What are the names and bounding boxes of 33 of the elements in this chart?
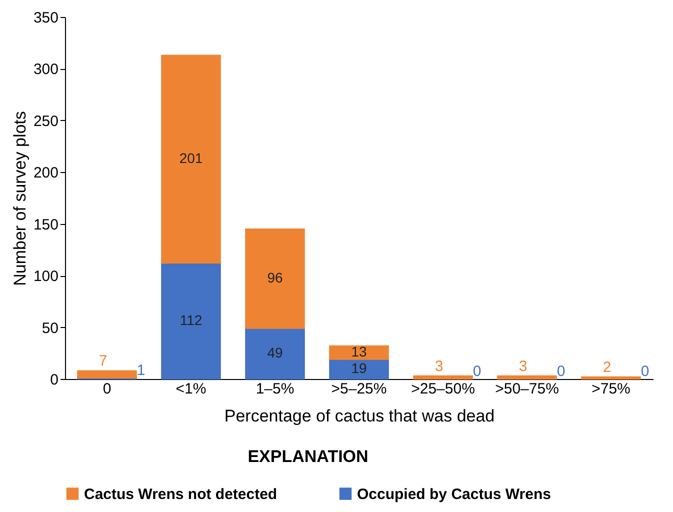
x-tick-label: <1% — [176, 380, 206, 398]
data-label: 96 — [267, 270, 283, 286]
y-tick-label: 200 — [33, 164, 58, 182]
data-label: 1 — [136, 362, 146, 379]
data-label: 13 — [351, 344, 367, 360]
y-tick-label: 50 — [42, 320, 58, 337]
x-tick-label: >75% — [592, 380, 630, 398]
y-tick-label: 250 — [33, 112, 58, 130]
legend-label: Cactus Wrens not detected — [84, 486, 278, 503]
data-label: 19 — [351, 360, 367, 376]
data-label: 3 — [518, 358, 528, 375]
x-axis-title: Percentage of cactus that was dead — [224, 406, 495, 426]
x-tick-label: 1–5% — [256, 380, 294, 398]
y-axis-title: Number of survey plots — [10, 111, 30, 286]
legend-label: Occupied by Cactus Wrens — [357, 486, 551, 503]
legend-title: EXPLANATION — [248, 447, 368, 466]
y-tick-label: 100 — [33, 268, 58, 286]
x-tick-label: >50–75% — [495, 380, 559, 398]
data-label: 3 — [434, 358, 444, 375]
data-label: 0 — [472, 363, 482, 380]
data-label: 0 — [556, 363, 566, 380]
y-tick-label: 300 — [33, 61, 58, 78]
data-label: 201 — [179, 150, 203, 166]
x-tick-label: 0 — [102, 380, 112, 398]
data-label: 0 — [640, 363, 650, 380]
data-label: 7 — [98, 352, 108, 370]
y-tick-label: 150 — [33, 216, 58, 234]
data-label: 112 — [180, 312, 202, 328]
x-tick-label: >5–25% — [331, 380, 387, 398]
x-tick-label: >25–50% — [411, 380, 475, 398]
y-tick-label: 350 — [33, 10, 58, 26]
data-label: 49 — [267, 344, 283, 361]
data-label: 2 — [602, 358, 612, 376]
